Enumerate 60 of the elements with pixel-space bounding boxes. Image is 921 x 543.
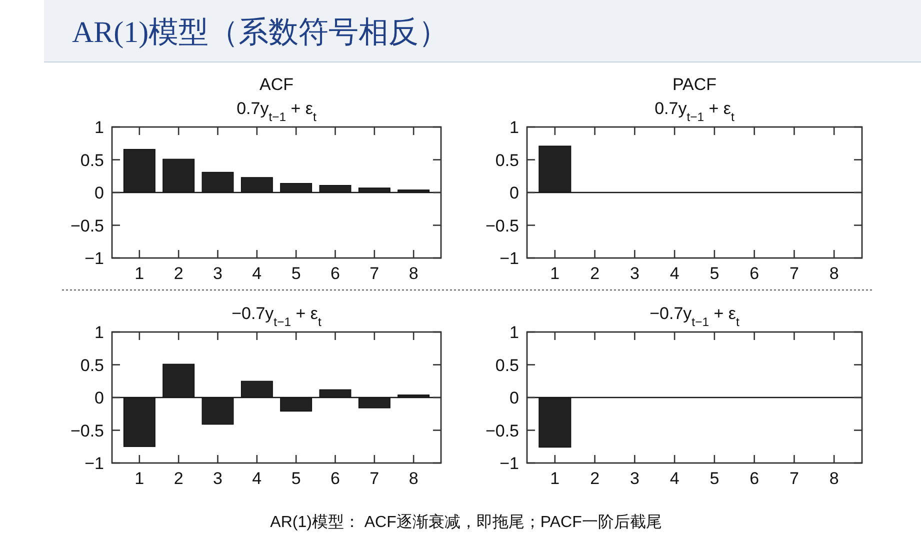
chart-title: ACF [260, 75, 294, 94]
x-tick-label: 1 [134, 264, 144, 283]
y-tick-label: 0 [510, 184, 519, 202]
x-tick-label: 1 [550, 469, 560, 488]
y-tick-label: 1 [94, 323, 104, 342]
y-tick-label: 1 [94, 118, 104, 137]
chart-title: PACF [672, 75, 717, 94]
x-tick-label: 1 [550, 264, 560, 283]
x-tick-label: 4 [670, 264, 680, 283]
chart-title: −0.7y$_{t−1}$ + ε$_{t}$ [232, 304, 322, 329]
x-tick-label: 7 [789, 264, 799, 283]
y-tick-label: 1 [510, 118, 519, 137]
y-tick-label: 0 [510, 388, 519, 408]
x-tick-label: 2 [590, 469, 600, 488]
y-tick-label: −1 [500, 249, 519, 268]
x-tick-label: 6 [330, 469, 340, 488]
x-tick-label: 8 [408, 469, 418, 488]
y-tick-label: −1 [84, 249, 104, 268]
x-tick-label: 6 [750, 469, 760, 488]
x-tick-label: 6 [330, 264, 340, 283]
x-tick-label: 3 [630, 469, 640, 488]
x-tick-label: 5 [710, 264, 720, 283]
x-tick-label: 6 [750, 264, 760, 283]
x-tick-label: 1 [134, 469, 144, 488]
x-tick-label: 8 [829, 469, 839, 488]
x-tick-label: 5 [291, 469, 301, 488]
x-tick-label: 8 [408, 264, 418, 283]
y-tick-label: −0.5 [485, 421, 519, 440]
y-tick-label: −0.5 [70, 421, 104, 440]
x-tick-label: 8 [829, 264, 839, 283]
y-tick-label: −0.5 [70, 216, 104, 236]
x-tick-label: 2 [174, 469, 184, 488]
y-tick-label: −1 [500, 454, 519, 473]
chart-subtitle: 0.7y$_{t−1}$ + ε$_{t}$ [236, 99, 318, 124]
x-tick-label: 7 [370, 469, 380, 488]
y-tick-label: 1 [510, 323, 519, 342]
text: AR(1)模型（系数符号相反） [72, 16, 449, 49]
x-tick-label: 3 [213, 469, 222, 488]
x-tick-label: 5 [710, 469, 720, 488]
chart-subtitle: 0.7y$_{t−1}$ + ε$_{t}$ [654, 99, 736, 124]
y-tick-label: 0.5 [80, 150, 104, 170]
x-tick-label: 4 [252, 469, 262, 488]
text: AR(1)模型： ACF逐渐衰减，即拖尾；PACF一阶后截尾 [270, 513, 662, 531]
x-tick-label: 7 [370, 264, 380, 283]
y-tick-label: 0 [94, 184, 104, 202]
x-tick-label: 7 [789, 469, 799, 488]
chart-title: −0.7y$_{t−1}$ + ε$_{t}$ [650, 304, 740, 329]
y-tick-label: −1 [84, 454, 104, 473]
x-tick-label: 4 [670, 469, 680, 488]
y-tick-label: 0 [94, 388, 104, 408]
x-tick-label: 2 [174, 264, 184, 283]
y-tick-label: 0.5 [80, 356, 104, 375]
x-tick-label: 3 [630, 264, 640, 283]
x-tick-label: 3 [213, 264, 222, 283]
y-tick-label: 0.5 [495, 356, 519, 375]
x-tick-label: 5 [291, 264, 301, 283]
y-tick-label: 0.5 [495, 150, 519, 170]
x-tick-label: 2 [590, 264, 600, 283]
y-tick-label: −0.5 [485, 216, 519, 236]
x-tick-label: 4 [252, 264, 262, 283]
